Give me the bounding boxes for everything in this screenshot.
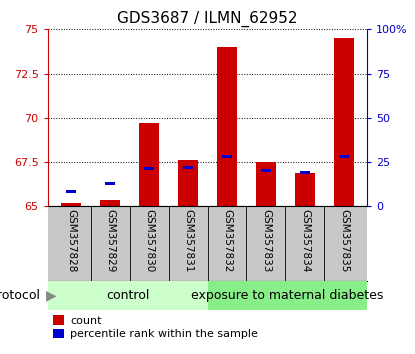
Bar [100,200,120,206]
Bar [48,281,208,310]
Text: GSM357828: GSM357828 [66,209,76,272]
Bar [105,182,115,185]
Bar [66,190,76,193]
Bar [261,169,271,172]
Bar [144,167,154,170]
Legend: count, percentile rank within the sample: count, percentile rank within the sample [53,315,258,339]
Bar [139,123,159,206]
Text: GSM357835: GSM357835 [339,209,349,272]
Bar [339,154,349,158]
Bar [61,203,81,206]
Text: GSM357834: GSM357834 [300,209,310,272]
Bar [334,38,354,206]
Bar [217,47,237,206]
Text: control: control [106,289,149,302]
Bar [183,166,193,169]
Text: GSM357829: GSM357829 [105,209,115,272]
Bar [300,171,310,174]
Bar [178,160,198,206]
Bar [222,154,232,158]
Bar [208,281,367,310]
Text: GSM357831: GSM357831 [183,209,193,272]
Bar [256,162,276,206]
Text: protocol: protocol [0,289,44,302]
Text: ▶: ▶ [46,288,56,302]
Title: GDS3687 / ILMN_62952: GDS3687 / ILMN_62952 [117,10,298,27]
Text: GSM357832: GSM357832 [222,209,232,272]
Text: GSM357830: GSM357830 [144,209,154,272]
Bar [295,173,315,206]
Text: exposure to maternal diabetes: exposure to maternal diabetes [191,289,383,302]
Text: GSM357833: GSM357833 [261,209,271,272]
